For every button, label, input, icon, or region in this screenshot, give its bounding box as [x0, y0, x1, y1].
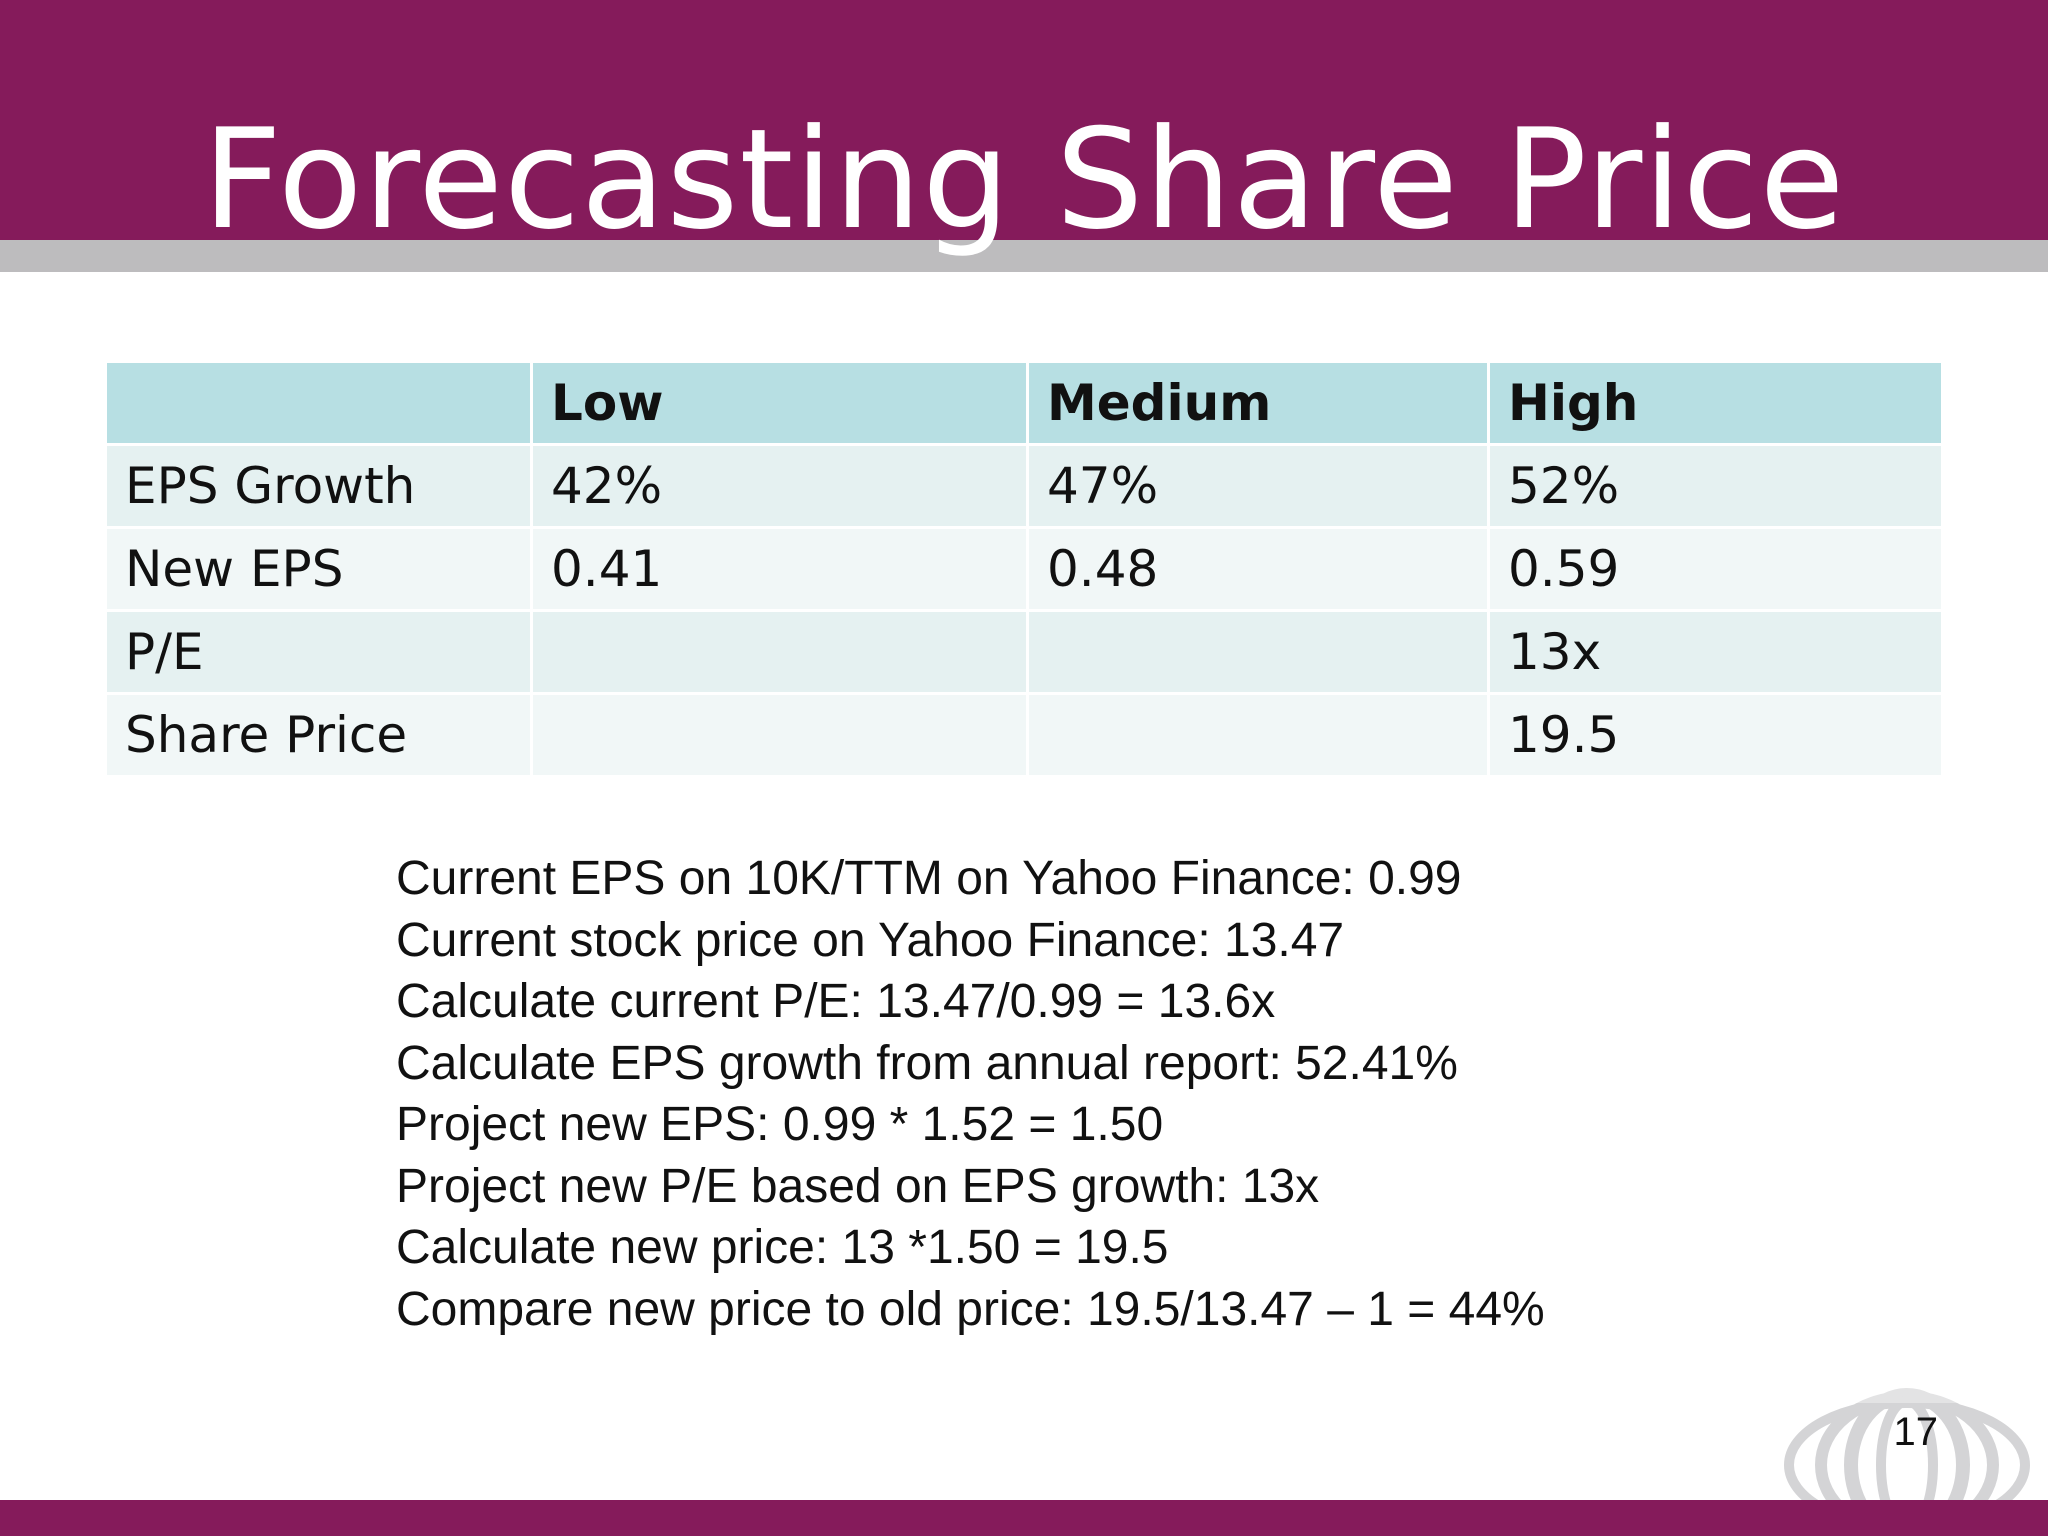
- table-cell: [1029, 612, 1487, 692]
- note-line: Current EPS on 10K/TTM on Yahoo Finance:…: [396, 852, 1462, 905]
- table-cell: 47%: [1029, 446, 1487, 526]
- table-row-label: New EPS: [107, 529, 530, 609]
- table-row-label: P/E: [107, 612, 530, 692]
- table-header-cell: Low: [533, 363, 1026, 443]
- table-cell: [1029, 695, 1487, 775]
- table-cell: 0.41: [533, 529, 1026, 609]
- note-line: Project new P/E based on EPS growth: 13x: [396, 1159, 1320, 1213]
- table-cell: [533, 695, 1026, 775]
- table-row: P/E 13x: [107, 612, 1941, 692]
- table-row: Share Price 19.5: [107, 695, 1941, 775]
- table-cell: 0.59: [1490, 529, 1941, 609]
- forecast-table: Low Medium High EPS Growth 42% 47% 52% N…: [104, 360, 1944, 778]
- table-cell: 19.5: [1490, 695, 1941, 775]
- slide-title: Forecasting Share Price: [202, 99, 1846, 260]
- table-header-cell: Medium: [1029, 363, 1487, 443]
- table-cell: 52%: [1490, 446, 1941, 526]
- note-line: Calculate EPS growth from annual report:…: [396, 1036, 1458, 1090]
- note-line: Current stock price on Yahoo Finance: 13…: [396, 913, 1345, 967]
- table-cell: [533, 612, 1026, 692]
- table-row: EPS Growth 42% 47% 52%: [107, 446, 1941, 526]
- table-cell: 13x: [1490, 612, 1941, 692]
- note-line: Compare new price to old price: 19.5/13.…: [396, 1282, 1545, 1336]
- table-header-row: Low Medium High: [107, 363, 1941, 443]
- note-line: Calculate new price: 13 *1.50 = 19.5: [396, 1221, 1169, 1274]
- table-header-cell: [107, 363, 530, 443]
- note-line: Calculate current P/E: 13.47/0.99 = 13.6…: [396, 975, 1276, 1028]
- title-bar: [0, 0, 2048, 240]
- page-number: 17: [1893, 1410, 1939, 1454]
- table-cell: 0.48: [1029, 529, 1487, 609]
- footer-bar: [0, 1500, 2048, 1536]
- table-row: New EPS 0.41 0.48 0.59: [107, 529, 1941, 609]
- table-cell: 42%: [533, 446, 1026, 526]
- title-divider-strip: [0, 240, 2048, 272]
- table-row-label: EPS Growth: [107, 446, 530, 526]
- table-row-label: Share Price: [107, 695, 530, 775]
- table-header-cell: High: [1490, 363, 1941, 443]
- note-line: Project new EPS: 0.99 * 1.52 = 1.50: [396, 1098, 1164, 1151]
- calculation-notes: Current EPS on 10K/TTM on Yahoo Finance:…: [396, 848, 1796, 1340]
